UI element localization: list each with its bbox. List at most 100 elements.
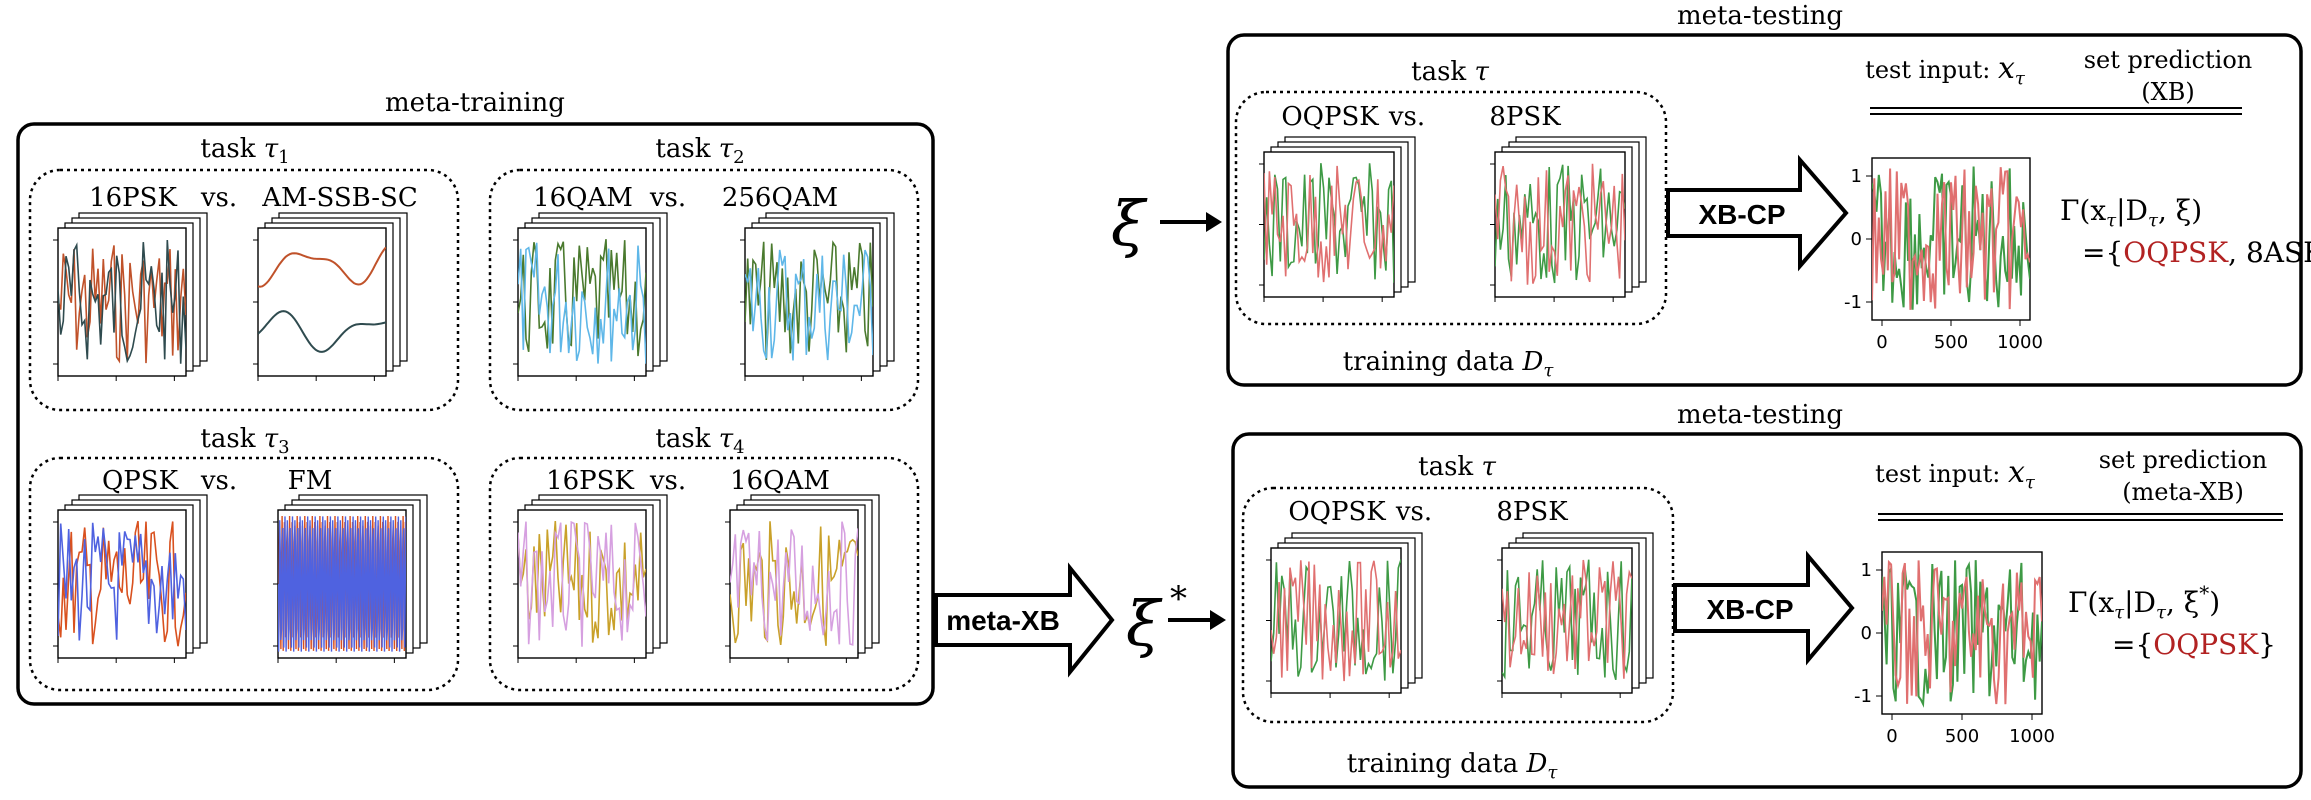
bottom-test-plot-xtick-0: 0 bbox=[1886, 726, 1897, 747]
svg-text:task τ1: task τ1 bbox=[200, 134, 289, 168]
task-4-left-class: 16PSK bbox=[546, 466, 634, 496]
bottom-method: (meta-XB) bbox=[2122, 478, 2244, 506]
bottom-training-tau: τ bbox=[1547, 762, 1558, 783]
top-pred-correct: OQPSK bbox=[2123, 236, 2229, 269]
bottom-test-plot-series-green bbox=[1882, 560, 2042, 708]
task-4-right-class: 16QAM bbox=[730, 466, 830, 496]
bottom-test-plot-xtick-2: 1000 bbox=[2009, 726, 2055, 747]
bottom-test-input-plot: 0 500 1000 1 0 -1 bbox=[1854, 551, 2055, 747]
bottom-left-plot-series-1 bbox=[1271, 560, 1401, 682]
bottom-pred-correct: OQPSK bbox=[2153, 628, 2259, 661]
bottom-gamma-tau2: τ bbox=[2156, 602, 2167, 623]
bottom-right-plot-stack bbox=[1497, 532, 1654, 698]
top-training-D: D bbox=[1521, 347, 1543, 377]
task-2-left-plot-series-1 bbox=[518, 242, 646, 364]
top-right-plot-series-2 bbox=[1495, 164, 1625, 284]
top-test-input-plot: 0 500 1000 1 0 -1 bbox=[1844, 157, 2043, 353]
task-3-right-plot-stack bbox=[273, 494, 428, 663]
top-vs: vs. bbox=[1388, 102, 1425, 132]
top-test-plot-xtick-2: 1000 bbox=[1997, 332, 2043, 353]
task-1-left-class: 16PSK bbox=[89, 183, 177, 213]
top-training-data: training data bbox=[1343, 347, 1515, 377]
task-3-left-plot-series-1 bbox=[58, 522, 186, 641]
task-2-right-plot-series-2 bbox=[745, 240, 873, 360]
task-2-box: task τ2 16QAM vs. 256QAM bbox=[488, 134, 920, 412]
task-3-left-class: QPSK bbox=[102, 466, 179, 496]
xb-cp-arrow-top: XB-CP bbox=[1666, 154, 1849, 272]
task-1-left-plot-series-2 bbox=[58, 245, 186, 364]
task-3-vs: vs. bbox=[200, 466, 237, 496]
task-4-box: task τ4 16PSK vs. 16QAM bbox=[488, 424, 920, 692]
xi-star-asterisk: * bbox=[1170, 579, 1187, 619]
task-4-right-plot-stack bbox=[725, 494, 880, 663]
task-4-left-plot-series-2 bbox=[518, 521, 646, 643]
task-4-left-plot-stack bbox=[513, 494, 668, 663]
task-1-label: task bbox=[200, 134, 255, 164]
task-2-vs: vs. bbox=[649, 183, 686, 213]
top-right-plot-series-1 bbox=[1495, 163, 1625, 285]
meta-training-panel: meta-training task τ1 16PSK vs. AM-SSB-S… bbox=[16, 88, 935, 706]
top-left-plot-series-2 bbox=[1264, 163, 1394, 283]
top-right-plot-stack bbox=[1490, 136, 1647, 302]
bottom-task-tau: τ bbox=[1481, 452, 1496, 482]
bottom-left-plot-series-2 bbox=[1271, 559, 1401, 681]
bottom-gamma-close: ) bbox=[2209, 586, 2220, 619]
top-test-x: x bbox=[1998, 51, 2015, 86]
bottom-right-plot-series-2 bbox=[1502, 559, 1632, 681]
task-2-right-plot-stack bbox=[740, 212, 895, 381]
svg-text:training data Dτ: training data Dτ bbox=[1343, 347, 1555, 381]
task-4-right-plot-series-2 bbox=[730, 521, 858, 646]
top-test-plot-ytick-0: 1 bbox=[1851, 166, 1862, 187]
top-test-plot-series-pink bbox=[1872, 167, 2030, 310]
top-test-plot-xtick-0: 0 bbox=[1876, 332, 1887, 353]
task-3-box: task τ3 QPSK vs. FM bbox=[28, 424, 460, 692]
bottom-set-prediction: set prediction bbox=[2099, 446, 2268, 474]
svg-text:={OQPSK}: ={OQPSK} bbox=[2112, 628, 2276, 661]
task-1-tau: τ bbox=[264, 134, 279, 164]
top-test-tau: τ bbox=[2015, 68, 2026, 89]
task-3-tau: τ bbox=[264, 424, 279, 454]
svg-text:test input: xτ: test input: xτ bbox=[1875, 455, 2036, 493]
bottom-test-plot-ytick-2: -1 bbox=[1854, 686, 1872, 707]
top-task-tau: τ bbox=[1474, 57, 1489, 87]
xi-symbol: ξ bbox=[1111, 187, 1148, 260]
bottom-left-class: OQPSK bbox=[1288, 497, 1386, 527]
meta-testing-top-title: meta-testing bbox=[1677, 1, 1843, 31]
bottom-test-plot-ytick-1: 0 bbox=[1861, 623, 1872, 644]
task-1-right-plot-frame bbox=[257, 227, 387, 377]
top-right-class: 8PSK bbox=[1489, 102, 1561, 132]
bottom-set-close: } bbox=[2258, 628, 2276, 661]
top-gamma-tau2: τ bbox=[2148, 210, 2159, 231]
xb-cp-arrow-bottom: XB-CP bbox=[1673, 550, 1855, 666]
meta-testing-bottom-panel: meta-testing task τ OQPSK vs. 8PSK train… bbox=[1231, 400, 2303, 789]
top-gamma-open: Γ(x bbox=[2060, 194, 2106, 227]
bottom-vs: vs. bbox=[1395, 497, 1432, 527]
bottom-training-data: training data bbox=[1347, 749, 1519, 779]
task-1-right-plot-series-1 bbox=[258, 310, 386, 353]
meta-testing-bottom-title: meta-testing bbox=[1677, 400, 1843, 430]
task-3-label: task bbox=[200, 424, 255, 454]
task-2-right-class: 256QAM bbox=[722, 183, 838, 213]
xi-star-arrow bbox=[1168, 610, 1226, 630]
task-1-right-plot-stack bbox=[253, 212, 408, 381]
svg-text:task τ2: task τ2 bbox=[655, 134, 744, 168]
bottom-gamma-star: * bbox=[2199, 581, 2209, 605]
svg-text:Γ(xτ|Dτ, ξ): Γ(xτ|Dτ, ξ) bbox=[2060, 194, 2202, 231]
task-1-left-plot-stack bbox=[53, 212, 208, 381]
xi-star-symbol: ξ bbox=[1126, 587, 1163, 660]
meta-training-title: meta-training bbox=[385, 88, 565, 118]
meta-xb-label: meta-XB bbox=[946, 605, 1060, 636]
bottom-test-tau: τ bbox=[2025, 472, 2036, 493]
bottom-test-plot-series-pink bbox=[1882, 559, 2042, 705]
bottom-test-x: x bbox=[2008, 455, 2025, 490]
top-method: (XB) bbox=[2141, 78, 2194, 106]
bottom-test-plot-xtick-1: 500 bbox=[1945, 726, 1979, 747]
task-1-vs: vs. bbox=[200, 183, 237, 213]
task-2-tau: τ bbox=[719, 134, 734, 164]
task-3-right-class: FM bbox=[288, 466, 333, 496]
task-2-right-plot-series-1 bbox=[745, 249, 873, 361]
task-3-sub: 3 bbox=[278, 437, 289, 458]
task-3-left-plot-stack bbox=[53, 494, 208, 663]
meta-testing-top-panel: meta-testing task τ OQPSK vs. 8PSK train… bbox=[1226, 1, 2311, 387]
